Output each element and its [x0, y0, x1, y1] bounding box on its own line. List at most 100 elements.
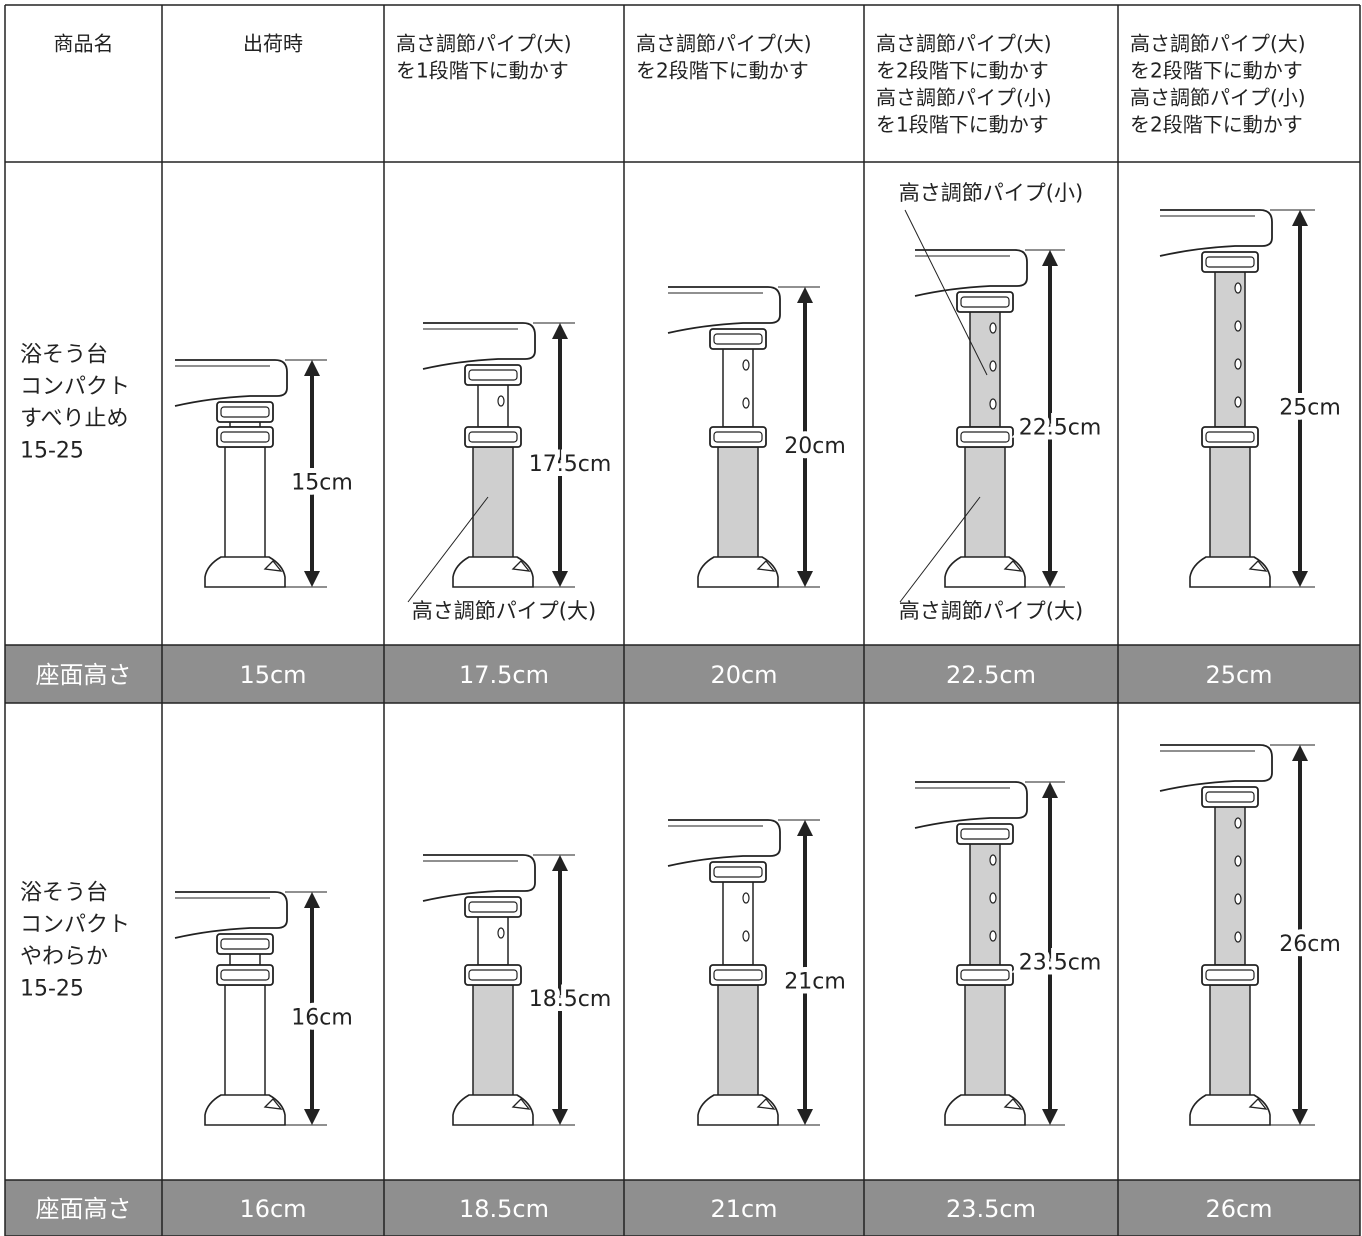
- pin-hole: [989, 398, 997, 410]
- collar-band: [1205, 256, 1255, 268]
- collar: [464, 364, 522, 386]
- header-cell: 高さ調節パイプ(小): [1130, 86, 1306, 110]
- collar: [709, 964, 767, 986]
- header-cell: 高さ調節パイプ(大): [1130, 32, 1306, 56]
- seat-height: 23.5cm: [946, 1195, 1036, 1223]
- seat: [914, 781, 1028, 829]
- pin-hole: [1234, 931, 1242, 943]
- collar-band: [220, 938, 270, 950]
- collar-band: [220, 406, 270, 418]
- lower-tube: [717, 446, 759, 560]
- callout: 高さ調節パイプ(大): [899, 599, 1083, 623]
- lower-tube: [964, 446, 1006, 560]
- product-name: 15-25: [20, 977, 84, 1002]
- foot-base: [204, 1094, 286, 1126]
- foot-lever: [263, 1098, 283, 1110]
- pin-hole: [989, 322, 997, 334]
- collar-band: [713, 333, 763, 345]
- header-cell: 出荷時: [243, 32, 303, 56]
- arrow-head: [1292, 745, 1308, 761]
- product-name: 浴そう台: [20, 881, 108, 906]
- foot-lever: [511, 560, 531, 572]
- seat-height: 22.5cm: [946, 661, 1036, 689]
- foot-lever: [1003, 1098, 1023, 1110]
- leader: [407, 496, 489, 603]
- pin-hole: [1234, 817, 1242, 829]
- collar-band: [960, 296, 1010, 308]
- header-cell: を2段階下に動かす: [1130, 113, 1303, 137]
- collar: [1201, 964, 1259, 986]
- foot-base: [1189, 556, 1271, 588]
- upper-tube: [722, 346, 754, 428]
- foot-lever: [756, 1098, 776, 1110]
- seat-height: 25cm: [1205, 661, 1272, 689]
- arrow-head: [1292, 1109, 1308, 1125]
- header-cell: 高さ調節パイプ(大): [396, 32, 572, 56]
- header-cell: を1段階下に動かす: [396, 59, 569, 83]
- collar: [956, 964, 1014, 986]
- product-name: すべり止め: [20, 407, 128, 432]
- foot-base: [697, 556, 779, 588]
- collar: [464, 896, 522, 918]
- arrow-head: [797, 571, 813, 587]
- pin-hole: [497, 927, 505, 939]
- seat: [667, 286, 781, 334]
- arrow-head: [1042, 571, 1058, 587]
- foot-lever: [1248, 560, 1268, 572]
- arrow-head: [304, 1109, 320, 1125]
- foot-base: [452, 1094, 534, 1126]
- collar-band: [468, 969, 518, 981]
- foot-base: [697, 1094, 779, 1126]
- lower-tube: [964, 984, 1006, 1098]
- collar: [1201, 251, 1259, 273]
- pin-hole: [742, 359, 750, 371]
- seat-height-label: 座面高さ: [36, 1195, 132, 1223]
- dimension-label: 17.5cm: [529, 452, 612, 477]
- foot-lever: [511, 1098, 531, 1110]
- collar: [216, 933, 274, 955]
- leader: [904, 209, 988, 376]
- seat-height: 16cm: [239, 1195, 306, 1223]
- collar-band: [220, 969, 270, 981]
- foot-base: [944, 556, 1026, 588]
- upper-tube: [722, 879, 754, 966]
- pin-hole: [1234, 893, 1242, 905]
- collar: [216, 426, 274, 448]
- collar: [956, 291, 1014, 313]
- lower-tube: [472, 984, 514, 1098]
- lower-tube: [224, 984, 266, 1098]
- pin-hole: [1234, 320, 1242, 332]
- seat: [1159, 209, 1273, 257]
- arrow-head: [552, 323, 568, 339]
- collar-band: [713, 431, 763, 443]
- product-name: 浴そう台: [20, 343, 108, 368]
- pin-hole: [1234, 855, 1242, 867]
- seat: [667, 819, 781, 867]
- collar-band: [468, 901, 518, 913]
- collar: [709, 861, 767, 883]
- header-cell: 高さ調節パイプ(大): [876, 32, 1052, 56]
- product-name: コンパクト: [20, 913, 130, 938]
- collar: [1201, 786, 1259, 808]
- pin-hole: [989, 930, 997, 942]
- collar-band: [468, 369, 518, 381]
- arrow-head: [1042, 250, 1058, 266]
- dimension-label: 18.5cm: [529, 987, 612, 1012]
- collar: [1201, 426, 1259, 448]
- arrow-head: [552, 855, 568, 871]
- collar-band: [220, 431, 270, 443]
- seat: [174, 359, 288, 407]
- arrow-head: [304, 892, 320, 908]
- seat: [422, 854, 536, 902]
- collar-band: [713, 866, 763, 878]
- collar-band: [1205, 791, 1255, 803]
- collar-band: [960, 828, 1010, 840]
- dimension-label: 25cm: [1279, 396, 1341, 421]
- pin-hole: [1234, 282, 1242, 294]
- collar: [956, 823, 1014, 845]
- collar: [464, 426, 522, 448]
- dimension-label: 20cm: [784, 434, 846, 459]
- seat-height: 18.5cm: [459, 1195, 549, 1223]
- arrow-head: [1292, 210, 1308, 226]
- dimension-label: 26cm: [1279, 932, 1341, 957]
